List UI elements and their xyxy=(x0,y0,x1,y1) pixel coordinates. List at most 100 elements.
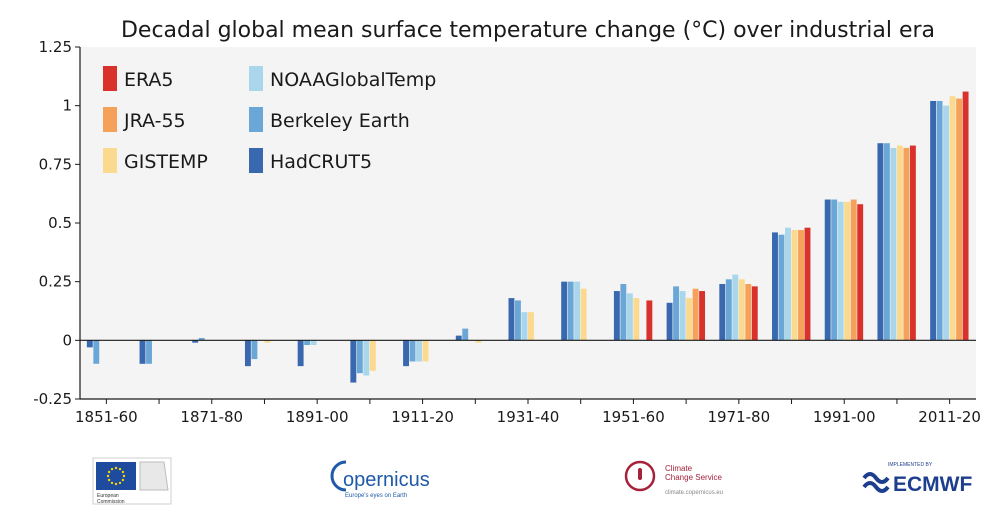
bar-gistemp-1991-00 xyxy=(844,201,851,341)
y-tick-label: 1.25 xyxy=(39,38,72,56)
x-tick-label: 1931-40 xyxy=(497,408,560,426)
x-tick-label: 1951-60 xyxy=(602,408,665,426)
bar-hadcrut5-2001-10 xyxy=(877,143,884,341)
bar-gistemp-1901-10 xyxy=(369,340,376,371)
bar-berkeley-earth-1981-90 xyxy=(778,234,785,341)
bar-noaaglobaltemp-1971-80 xyxy=(732,274,739,341)
bar-noaaglobaltemp-1951-60 xyxy=(626,293,633,341)
bar-berkeley-earth-1941-50 xyxy=(567,281,574,341)
bar-jra-55-1961-70 xyxy=(692,288,699,341)
ec-logo-line2: Commission xyxy=(97,499,125,505)
bar-gistemp-1971-80 xyxy=(738,279,745,341)
bar-jra-55-2001-10 xyxy=(903,147,910,341)
copernicus-logo: opernicus Europe's eyes on Earth xyxy=(330,460,430,499)
x-tick-label: 1891-00 xyxy=(286,408,349,426)
bar-hadcrut5-1941-50 xyxy=(561,281,568,341)
bar-gistemp-1931-40 xyxy=(528,312,534,341)
bar-berkeley-earth-2011-20 xyxy=(936,100,943,341)
c3s-logo-url: climate.copernicus.eu xyxy=(665,490,723,496)
copernicus-logo-name: opernicus xyxy=(343,469,430,491)
x-tick-label: 1851-60 xyxy=(75,408,138,426)
bar-berkeley-earth-1881-90 xyxy=(251,340,258,360)
bar-gistemp-2011-20 xyxy=(949,96,956,341)
bar-hadcrut5-1951-60 xyxy=(613,291,620,341)
legend-swatch xyxy=(249,107,263,132)
copernicus-logo-tagline: Europe's eyes on Earth xyxy=(345,493,407,499)
legend-label: NOAAGlobalTemp xyxy=(270,69,436,91)
y-axis-ticks: -0.25 0 0.25 0.5 0.75 1 1.25 xyxy=(33,38,80,408)
bar-hadcrut5-1921-30 xyxy=(455,335,462,341)
x-axis-ticks: 1851-60 1871-80 1891-00 1911-20 1931-40 1951-… xyxy=(75,399,981,426)
x-tick-label: 1991-00 xyxy=(813,408,876,426)
bar-jra-55-1991-00 xyxy=(850,199,857,341)
bar-jra-55-2011-20 xyxy=(956,98,963,341)
legend-swatch xyxy=(249,66,263,91)
bar-berkeley-earth-1931-40 xyxy=(515,300,521,341)
bar-gistemp-1881-90 xyxy=(264,340,271,343)
bar-gistemp-1911-20 xyxy=(422,340,429,362)
bar-berkeley-earth-2001-10 xyxy=(883,143,890,341)
bar-hadcrut5-1891-00 xyxy=(297,340,304,367)
bar-hadcrut5-1851-60 xyxy=(86,340,93,348)
ecmwf-logo-prefix: IMPLEMENTED BY xyxy=(888,462,933,468)
c3s-thermometer-icon xyxy=(624,460,656,492)
legend-label: Berkeley Earth xyxy=(270,110,410,132)
bar-noaaglobaltemp-2001-10 xyxy=(890,147,897,341)
y-tick-label: 0 xyxy=(62,331,72,349)
bar-hadcrut5-1901-10 xyxy=(350,340,357,383)
c3s-logo-line1: Climate xyxy=(665,464,693,473)
c3s-logo: Climate Change Service climate.copernicu… xyxy=(624,460,723,496)
bar-gistemp-1951-60 xyxy=(633,298,640,341)
bar-era5-2001-10 xyxy=(909,145,916,341)
ec-logo-line1: European xyxy=(97,493,119,499)
legend-label: ERA5 xyxy=(124,69,174,91)
bar-noaaglobaltemp-2011-20 xyxy=(943,105,950,341)
bar-era5-2011-20 xyxy=(962,91,969,341)
bar-noaaglobaltemp-1941-50 xyxy=(574,281,581,341)
bar-hadcrut5-1911-20 xyxy=(403,340,409,367)
bar-berkeley-earth-1951-60 xyxy=(620,284,627,341)
bar-era5-1971-80 xyxy=(751,286,758,341)
bar-hadcrut5-1991-00 xyxy=(824,199,831,341)
copernicus-c-icon xyxy=(330,460,347,492)
bar-hadcrut5-1961-70 xyxy=(666,302,673,341)
bar-era5-1981-90 xyxy=(804,227,811,341)
x-tick-label: 1871-80 xyxy=(180,408,243,426)
ecmwf-logo-name: ECMWF xyxy=(893,473,972,496)
bar-berkeley-earth-1921-30 xyxy=(462,328,469,341)
bar-noaaglobaltemp-1891-00 xyxy=(310,340,317,346)
bar-berkeley-earth-1901-10 xyxy=(356,340,363,374)
bar-berkeley-earth-1911-20 xyxy=(409,340,416,362)
c3s-logo-line2: Change Service xyxy=(665,473,722,482)
bars-group xyxy=(86,91,969,383)
ecmwf-wave-icon xyxy=(862,472,890,493)
ec-building-icon xyxy=(139,461,169,491)
legend-swatch xyxy=(103,148,117,173)
bar-berkeley-earth-1991-00 xyxy=(831,199,838,341)
bar-gistemp-1981-90 xyxy=(791,230,798,341)
bar-jra-55-1981-90 xyxy=(798,230,804,341)
bar-berkeley-earth-1861-70 xyxy=(146,340,152,364)
y-tick-label: 1 xyxy=(62,97,72,115)
bar-berkeley-earth-1871-80 xyxy=(198,337,205,341)
x-tick-label: 1971-80 xyxy=(707,408,770,426)
y-tick-label: 0.75 xyxy=(39,155,72,173)
bar-hadcrut5-2011-20 xyxy=(930,100,937,341)
bar-hadcrut5-1881-90 xyxy=(244,340,251,367)
bar-hadcrut5-1931-40 xyxy=(508,298,515,341)
ecmwf-logo: IMPLEMENTED BY ECMWF xyxy=(862,462,972,496)
bar-noaaglobaltemp-1991-00 xyxy=(837,201,844,341)
y-tick-label: 0.5 xyxy=(48,214,72,232)
bar-hadcrut5-1861-70 xyxy=(139,340,146,364)
bar-noaaglobaltemp-1901-10 xyxy=(363,340,370,376)
bar-jra-55-1971-80 xyxy=(745,284,752,341)
bar-gistemp-2001-10 xyxy=(896,145,903,341)
bar-era5-1991-00 xyxy=(857,204,864,341)
bar-gistemp-1941-50 xyxy=(580,288,587,341)
legend-swatch xyxy=(103,66,117,91)
legend-label: JRA-55 xyxy=(123,110,186,132)
x-tick-label: 1911-20 xyxy=(391,408,454,426)
bar-berkeley-earth-1961-70 xyxy=(673,286,680,341)
legend-swatch xyxy=(103,107,117,132)
